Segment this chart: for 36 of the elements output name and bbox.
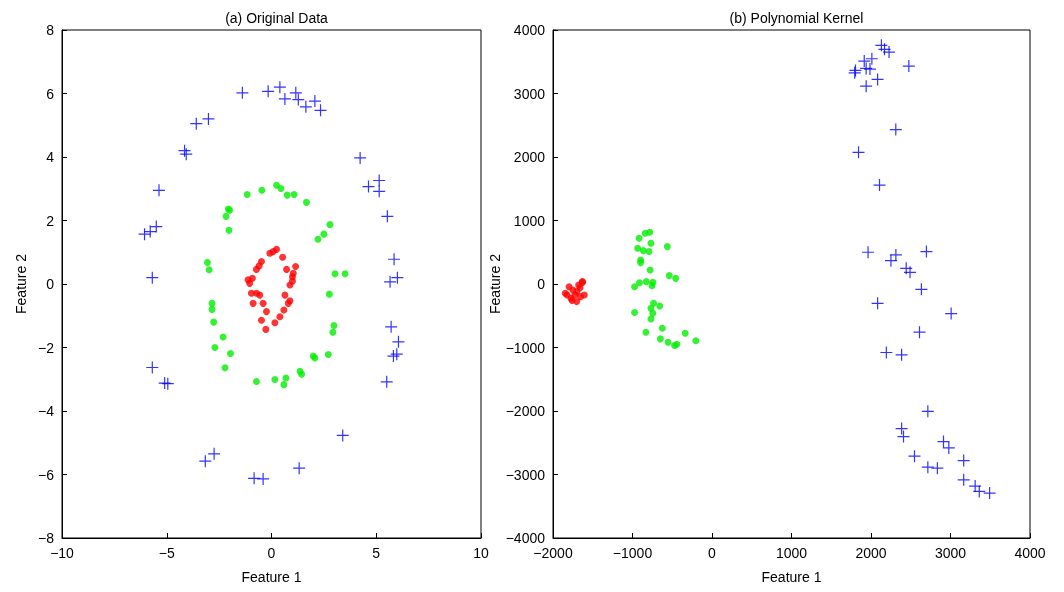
- x-axis-title: Feature 1: [241, 569, 302, 585]
- y-tick-label: 0: [46, 276, 55, 292]
- y-tick-label: −4: [38, 403, 55, 419]
- x-axis-title: Feature 1: [761, 569, 822, 585]
- y-tick-label: −4000: [505, 530, 546, 546]
- x-tick-label: −1000: [612, 545, 653, 561]
- y-tick-label: 8: [46, 22, 55, 38]
- y-tick-label: 1000: [513, 212, 546, 229]
- y-tick-label: 3000: [513, 85, 546, 102]
- y-axis-title: Feature 2: [13, 253, 29, 314]
- x-tick-label: 5: [372, 545, 381, 561]
- y-tick-label: 6: [46, 85, 55, 102]
- x-tick-label: −2000: [533, 545, 573, 561]
- y-tick-label: −2000: [505, 403, 546, 419]
- y-tick-label: −3000: [505, 466, 546, 483]
- y-tick-label: 4000: [513, 22, 546, 38]
- y-tick-label: 4: [46, 149, 55, 165]
- x-tick-label: −5: [158, 545, 175, 561]
- x-tick-label: 4000: [1014, 545, 1046, 561]
- y-tick-label: 2: [46, 212, 55, 229]
- y-axis-title: Feature 2: [486, 253, 503, 314]
- y-tick-label: 0: [537, 276, 546, 292]
- y-tick-label: −1000: [505, 339, 546, 356]
- chart-title: (b) Polynomial Kernel: [729, 10, 864, 26]
- chart-title: (a) Original Data: [225, 10, 329, 26]
- x-tick-label: 0: [708, 545, 717, 561]
- x-tick-label: 10: [473, 545, 489, 561]
- x-tick-label: 3000: [934, 545, 967, 561]
- y-tick-label: −6: [38, 466, 55, 483]
- x-tick-label: 0: [267, 545, 276, 561]
- x-tick-label: 1000: [775, 545, 808, 561]
- y-tick-label: −8: [38, 530, 55, 546]
- y-tick-label: 2000: [513, 149, 546, 165]
- x-tick-label: 2000: [855, 545, 887, 561]
- y-tick-label: −2: [38, 339, 55, 356]
- x-tick-label: −10: [50, 545, 75, 561]
